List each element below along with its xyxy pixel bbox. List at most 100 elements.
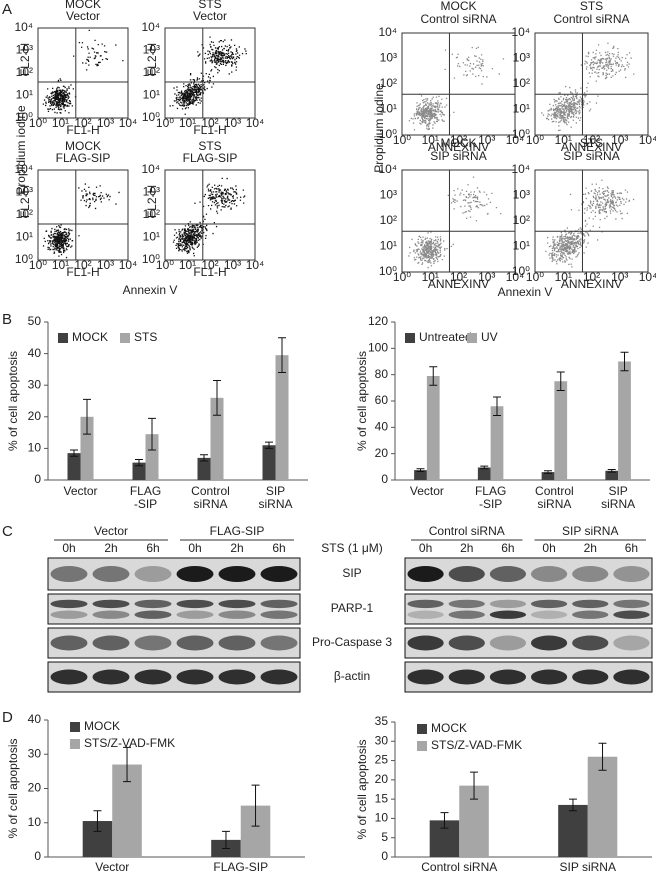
- flow-tick-label: 10³: [16, 43, 33, 57]
- blot-band: [448, 610, 485, 619]
- protein-label: SIP: [342, 566, 361, 580]
- blot-strip: [47, 661, 301, 693]
- flow-tick-label: 10²: [513, 76, 530, 90]
- error-bar: [620, 351, 629, 372]
- flow-tick-label: 10¹: [513, 239, 530, 253]
- timepoint-label: 6h: [625, 541, 638, 555]
- blot-band: [50, 610, 88, 619]
- legend-label: STS/Z-VAD-FMK: [431, 738, 522, 752]
- y-axis-label: % of cell apoptosis: [355, 351, 369, 451]
- flow-events: [42, 29, 124, 114]
- flow-channel-label: FL2-H: [145, 43, 159, 76]
- bar: [275, 355, 289, 480]
- flow-tick-label: 10¹: [143, 230, 160, 244]
- flow-tick-label: 10²: [380, 76, 397, 90]
- flow-tick-label: 10⁴: [511, 162, 530, 176]
- blot-band: [572, 669, 609, 685]
- y-tick-label: 40: [28, 346, 42, 360]
- flow-tick-label: 10⁰: [526, 270, 544, 284]
- flow-tick-label: 10²: [513, 213, 530, 227]
- flow-plot-frame: [37, 27, 129, 119]
- flow-tick-label: 10²: [16, 207, 33, 221]
- flow-events: [169, 36, 247, 115]
- flow-tick-label: 10⁰: [15, 110, 33, 124]
- flow-plot-title: MOCK: [65, 139, 101, 153]
- y-tick-label: 10: [28, 441, 42, 455]
- axis-label: Annexin V: [123, 283, 178, 297]
- y-tick-label: 0: [381, 472, 388, 486]
- legend-label: MOCK: [72, 330, 108, 344]
- error-bar: [83, 398, 91, 435]
- flow-tick-label: 10⁰: [393, 133, 411, 147]
- legend-swatch: [467, 333, 477, 343]
- blot-band: [572, 566, 609, 582]
- flow-tick-label: 10⁴: [14, 20, 33, 34]
- error-bar: [251, 784, 260, 827]
- blot-band: [530, 610, 568, 619]
- legend-swatch: [70, 739, 80, 749]
- flow-plot-frame: [37, 169, 129, 261]
- blot-band: [407, 635, 444, 651]
- timepoint-label: 0h: [188, 541, 201, 555]
- blot-band: [218, 610, 256, 619]
- blot-band: [260, 669, 298, 685]
- bar: [605, 470, 619, 480]
- blot-band: [176, 669, 214, 685]
- flow-tick-label: 10²: [201, 258, 218, 272]
- y-tick-label: 5: [381, 830, 388, 844]
- y-tick-label: 30: [28, 746, 42, 760]
- blot-band: [134, 599, 172, 609]
- flow-tick-label: 10³: [224, 258, 241, 272]
- y-tick-label: 0: [381, 849, 388, 863]
- legend-label: STS: [134, 330, 157, 344]
- blot-strip: [404, 661, 653, 693]
- flow-tick-label: 10⁰: [29, 258, 47, 272]
- flow-plot-title: FLAG-SIP: [56, 151, 111, 165]
- protein-label: PARP-1: [331, 601, 374, 615]
- flow-tick-label: 10⁰: [393, 270, 411, 284]
- flow-tick-label: 10²: [380, 213, 397, 227]
- flow-tick-label: 10⁴: [119, 116, 138, 130]
- flow-tick-label: 10²: [450, 270, 467, 284]
- flow-tick-label: 10⁴: [14, 162, 33, 176]
- error-bar: [213, 379, 221, 416]
- flow-plot-frame: [401, 169, 516, 273]
- axis-label: Propidium iodine: [14, 105, 28, 195]
- flow-tick-label: 10⁴: [141, 20, 160, 34]
- error-bar: [200, 454, 208, 462]
- blot-band: [92, 566, 130, 582]
- blot-band: [218, 566, 256, 582]
- blot-band: [50, 669, 88, 685]
- bar: [490, 406, 504, 480]
- flow-tick-label: 10²: [201, 116, 218, 130]
- flow-plot-title: SIP siRNA: [430, 149, 486, 163]
- y-tick-label: 20: [375, 772, 389, 786]
- flow-tick-label: 10²: [583, 133, 600, 147]
- flow-tick-label: 10⁴: [119, 258, 138, 272]
- lane-group-label: SIP siRNA: [562, 524, 618, 538]
- flow-plot-title: MOCK: [441, 136, 477, 150]
- blot-band: [260, 566, 298, 582]
- flow-channel-label: FL1-H: [193, 123, 226, 137]
- flow-channel-label: ANNEXINV: [428, 277, 489, 291]
- flow-tick-label: 10¹: [143, 88, 160, 102]
- y-tick-label: 20: [28, 409, 42, 423]
- bar: [541, 472, 555, 480]
- bar: [80, 416, 94, 480]
- blot-band: [50, 635, 88, 651]
- x-tick-label: FLAG-SIP: [213, 860, 269, 874]
- error-bar: [93, 810, 102, 832]
- blot-band: [448, 635, 485, 651]
- blot-band: [134, 635, 172, 651]
- y-axis-label: % of cell apoptosis: [6, 351, 20, 451]
- error-bar: [70, 449, 78, 457]
- blot-band: [613, 635, 650, 651]
- legend-label: UV: [481, 330, 498, 344]
- blot-band: [134, 669, 172, 685]
- blot-band: [260, 635, 298, 651]
- blot-strip: [404, 557, 653, 591]
- y-tick-label: 20: [375, 446, 389, 460]
- blot-band: [407, 599, 444, 609]
- lane-group-label: Vector: [94, 524, 128, 538]
- flow-channel-label: FL2-H: [145, 185, 159, 218]
